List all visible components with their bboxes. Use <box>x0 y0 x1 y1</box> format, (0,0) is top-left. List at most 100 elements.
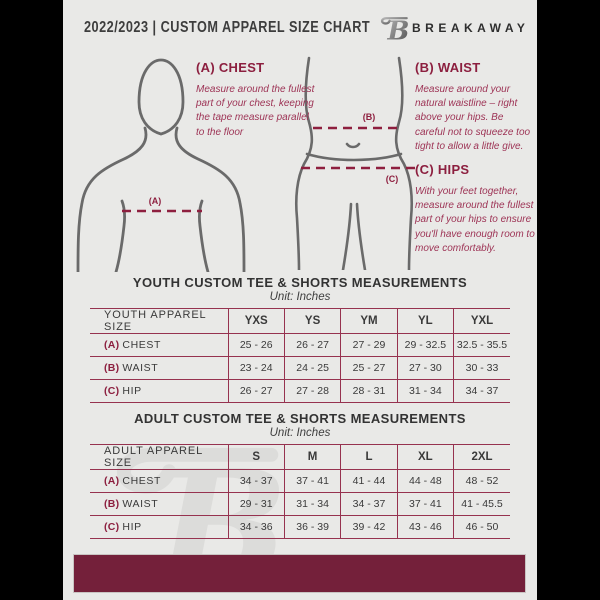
row-label-cell: (A) CHEST <box>90 333 228 357</box>
hips-marker-label: (C) <box>386 174 399 184</box>
chest-guide: (A) CHEST Measure around the fullest par… <box>196 60 318 140</box>
row-prefix: (B) <box>104 362 120 374</box>
cell: 36 - 39 <box>283 515 341 539</box>
chest-marker-label: (A) <box>149 196 162 206</box>
right-inner-arm <box>198 199 210 272</box>
youth-col-yl: YL <box>396 308 454 334</box>
right-shoulder-arm <box>174 126 246 272</box>
page-title: 2022/2023 | CUSTOM APPAREL SIZE CHART <box>84 19 371 36</box>
adult-col-xl: XL <box>396 444 454 470</box>
waist-marker-label: (B) <box>363 112 376 122</box>
cell: 25 - 26 <box>227 333 285 357</box>
right-inner-leg <box>355 202 367 270</box>
adult-size-header-cell: ADULT APPAREL SIZE <box>90 444 228 470</box>
right-hip-outline <box>394 56 414 270</box>
cell: 34 - 37 <box>453 379 510 403</box>
cell: 25 - 27 <box>340 356 398 380</box>
cell: 43 - 46 <box>396 515 454 539</box>
youth-col-yxl: YXL <box>453 308 510 334</box>
row-label-cell: (B) WAIST <box>90 492 228 516</box>
left-hip-outline <box>294 56 314 270</box>
navel-mark <box>345 142 361 149</box>
cell: 39 - 42 <box>340 515 398 539</box>
cell: 34 - 37 <box>340 492 398 516</box>
youth-waist-row: (B) WAIST 23 - 24 24 - 25 25 - 27 27 - 3… <box>90 356 510 380</box>
hips-guide: (C) HIPS With your feet together, measur… <box>415 162 537 256</box>
row-label-cell: (C) HIP <box>90 515 228 539</box>
youth-table-header-row: YOUTH APPAREL SIZE YXS YS YM YL YXL <box>90 308 510 334</box>
row-label: CHEST <box>122 475 161 487</box>
row-label: HIP <box>122 385 142 397</box>
youth-col-ys: YS <box>283 308 341 334</box>
cell: 31 - 34 <box>396 379 454 403</box>
cell: 26 - 27 <box>227 379 285 403</box>
row-label: CHEST <box>122 339 161 351</box>
waist-guide-heading: (B) WAIST <box>415 60 481 75</box>
youth-col-yxs: YXS <box>227 308 285 334</box>
adult-col-s: S <box>227 444 285 470</box>
cell: 29 - 31 <box>227 492 285 516</box>
chest-guide-text: Measure around the fullest part of your … <box>196 84 315 138</box>
cell: 41 - 45.5 <box>453 492 510 516</box>
cell: 26 - 27 <box>283 333 341 357</box>
cell: 34 - 36 <box>227 515 285 539</box>
cell: 48 - 52 <box>453 469 510 493</box>
size-chart-document: 2022/2023 | CUSTOM APPAREL SIZE CHART B … <box>63 0 537 600</box>
waist-guide-text: Measure around your natural waistline – … <box>415 84 531 152</box>
adult-col-l: L <box>340 444 398 470</box>
cell: 23 - 24 <box>227 356 285 380</box>
row-prefix: (A) <box>104 475 120 487</box>
waist-guide: (B) WAIST Measure around your natural wa… <box>415 60 531 154</box>
brand-name: BREAKAWAY <box>412 21 530 35</box>
row-prefix: (B) <box>104 498 120 510</box>
chest-guide-heading: (A) CHEST <box>196 60 265 75</box>
row-label: WAIST <box>122 362 159 374</box>
left-inner-arm <box>114 199 126 272</box>
youth-col-ym: YM <box>340 308 398 334</box>
left-inner-leg <box>341 202 353 270</box>
youth-size-table: YOUTH APPAREL SIZE YXS YS YM YL YXL (A) … <box>90 308 510 403</box>
cell: 34 - 37 <box>227 469 285 493</box>
footer-bar <box>73 554 526 593</box>
svg-text:B: B <box>387 16 408 43</box>
youth-size-header-cell: YOUTH APPAREL SIZE <box>90 308 228 334</box>
lower-body-figure: (B) (C) <box>294 56 415 270</box>
cell: 32.5 - 35.5 <box>453 333 510 357</box>
cell: 30 - 33 <box>453 356 510 380</box>
cell: 44 - 48 <box>396 469 454 493</box>
youth-unit-label: Unit: Inches <box>269 291 331 303</box>
row-label: WAIST <box>122 498 159 510</box>
head-outline <box>137 58 185 136</box>
youth-section-title: YOUTH CUSTOM TEE & SHORTS MEASUREMENTS <box>132 275 468 290</box>
adult-col-2xl: 2XL <box>453 444 510 470</box>
cell: 28 - 31 <box>340 379 398 403</box>
torso-figure: (A) <box>76 58 246 272</box>
adult-hip-row: (C) HIP 34 - 36 36 - 39 39 - 42 43 - 46 … <box>90 515 510 539</box>
hip-curve-line <box>305 152 403 162</box>
row-prefix: (C) <box>104 521 120 533</box>
cell: 37 - 41 <box>396 492 454 516</box>
row-prefix: (C) <box>104 385 120 397</box>
hips-guide-text: With your feet together, measure around … <box>415 186 535 254</box>
cell: 27 - 30 <box>396 356 454 380</box>
breakaway-logo-icon: B <box>380 16 408 43</box>
cell: 27 - 28 <box>283 379 341 403</box>
row-label: HIP <box>122 521 142 533</box>
cell: 27 - 29 <box>340 333 398 357</box>
adult-table-header-row: ADULT APPAREL SIZE S M L XL 2XL <box>90 444 510 470</box>
left-shoulder-arm <box>76 126 148 272</box>
adult-waist-row: (B) WAIST 29 - 31 31 - 34 34 - 37 37 - 4… <box>90 492 510 516</box>
hips-guide-heading: (C) HIPS <box>415 162 470 177</box>
row-prefix: (A) <box>104 339 120 351</box>
adult-section-title: ADULT CUSTOM TEE & SHORTS MEASUREMENTS <box>134 411 466 426</box>
cell: 29 - 32.5 <box>396 333 454 357</box>
cell: 24 - 25 <box>283 356 341 380</box>
youth-hip-row: (C) HIP 26 - 27 27 - 28 28 - 31 31 - 34 … <box>90 379 510 403</box>
row-label-cell: (A) CHEST <box>90 469 228 493</box>
adult-size-table: ADULT APPAREL SIZE S M L XL 2XL (A) CHES… <box>90 444 510 539</box>
adult-chest-row: (A) CHEST 34 - 37 37 - 41 41 - 44 44 - 4… <box>90 469 510 493</box>
adult-col-m: M <box>283 444 341 470</box>
cell: 46 - 50 <box>453 515 510 539</box>
youth-chest-row: (A) CHEST 25 - 26 26 - 27 27 - 29 29 - 3… <box>90 333 510 357</box>
row-label-cell: (C) HIP <box>90 379 228 403</box>
